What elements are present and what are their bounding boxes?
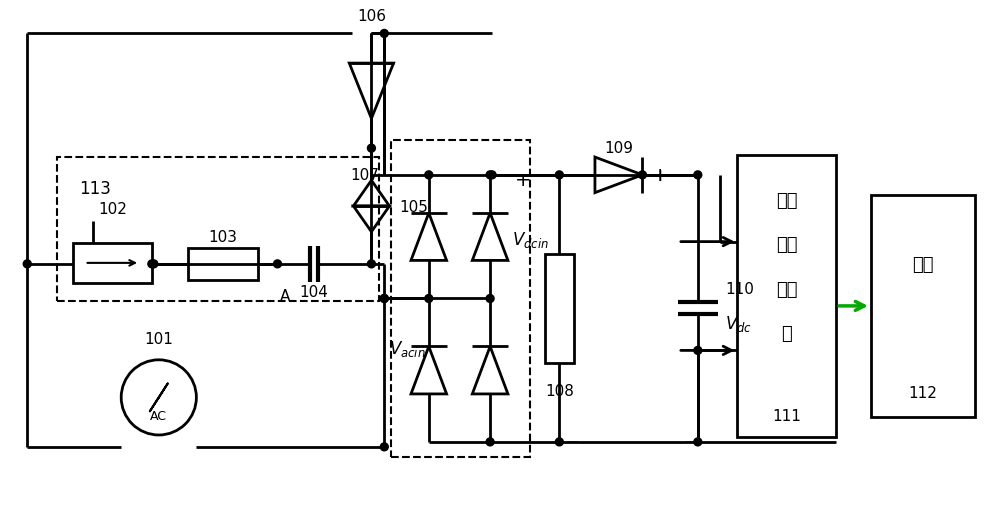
Circle shape xyxy=(638,172,646,179)
Circle shape xyxy=(23,261,31,268)
Text: 105: 105 xyxy=(399,199,428,214)
Text: 110: 110 xyxy=(725,281,754,296)
Bar xyxy=(391,141,530,457)
Text: $V_{dcin}$: $V_{dcin}$ xyxy=(512,230,549,249)
Text: 101: 101 xyxy=(144,331,173,346)
Bar xyxy=(57,158,379,302)
Circle shape xyxy=(425,172,433,179)
Circle shape xyxy=(694,438,702,446)
Circle shape xyxy=(425,295,433,303)
Text: 104: 104 xyxy=(300,284,329,299)
Text: +: + xyxy=(652,167,667,184)
Text: 112: 112 xyxy=(908,385,937,400)
Circle shape xyxy=(694,172,702,179)
Text: +: + xyxy=(652,166,669,185)
Text: A: A xyxy=(280,288,291,304)
Text: 负载: 负载 xyxy=(912,256,934,273)
Text: 103: 103 xyxy=(209,229,238,244)
Text: $V_{dc}$: $V_{dc}$ xyxy=(725,314,752,333)
Text: 电源: 电源 xyxy=(776,236,798,254)
Bar xyxy=(73,243,152,283)
Circle shape xyxy=(486,438,494,446)
Text: $V_{acin}$: $V_{acin}$ xyxy=(389,338,426,358)
Circle shape xyxy=(486,295,494,303)
Circle shape xyxy=(694,347,702,355)
Circle shape xyxy=(150,261,158,268)
Text: 113: 113 xyxy=(79,179,111,197)
Circle shape xyxy=(380,30,388,38)
Text: +: + xyxy=(515,171,531,190)
Text: 102: 102 xyxy=(98,201,127,217)
Text: 开关: 开关 xyxy=(776,191,798,209)
Text: 107: 107 xyxy=(350,168,379,183)
Bar xyxy=(737,156,836,437)
Circle shape xyxy=(380,295,388,303)
Bar xyxy=(188,248,258,280)
Text: 驱动: 驱动 xyxy=(776,280,798,298)
Text: −: − xyxy=(564,433,579,451)
Text: 108: 108 xyxy=(545,383,574,398)
Circle shape xyxy=(486,172,494,179)
Text: AC: AC xyxy=(150,409,167,422)
Circle shape xyxy=(274,261,281,268)
Circle shape xyxy=(380,295,388,303)
Text: 器: 器 xyxy=(781,324,792,342)
Text: 111: 111 xyxy=(772,408,801,423)
Circle shape xyxy=(148,261,156,268)
Text: −: − xyxy=(683,433,698,451)
Text: 109: 109 xyxy=(604,140,633,156)
Circle shape xyxy=(488,172,496,179)
Circle shape xyxy=(367,261,375,268)
Bar xyxy=(871,195,975,417)
Text: 106: 106 xyxy=(357,9,386,24)
Circle shape xyxy=(367,145,375,153)
Circle shape xyxy=(555,438,563,446)
Bar xyxy=(545,255,574,363)
Circle shape xyxy=(555,172,563,179)
Circle shape xyxy=(380,443,388,451)
